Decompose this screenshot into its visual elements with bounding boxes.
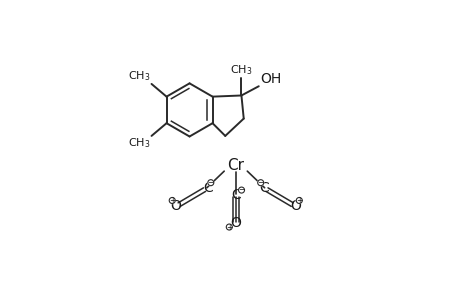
Circle shape <box>296 197 302 203</box>
Text: CH$_3$: CH$_3$ <box>128 136 150 150</box>
Text: Cr: Cr <box>227 158 244 173</box>
Circle shape <box>257 180 263 186</box>
Circle shape <box>238 187 244 193</box>
Text: −: − <box>257 178 263 187</box>
Text: C: C <box>230 188 240 203</box>
Circle shape <box>207 180 213 186</box>
Text: +: + <box>226 223 232 232</box>
Text: OH: OH <box>259 71 280 85</box>
Text: O: O <box>170 199 181 213</box>
Text: +: + <box>296 196 302 205</box>
Text: C: C <box>258 182 268 196</box>
Text: CH$_3$: CH$_3$ <box>230 63 252 77</box>
Text: CH$_3$: CH$_3$ <box>128 69 150 83</box>
Circle shape <box>169 197 175 203</box>
Circle shape <box>226 224 232 230</box>
Text: O: O <box>230 216 241 230</box>
Text: +: + <box>168 196 175 205</box>
Text: −: − <box>207 178 213 187</box>
Text: O: O <box>290 199 300 213</box>
Text: C: C <box>202 182 212 196</box>
Text: −: − <box>238 186 244 195</box>
